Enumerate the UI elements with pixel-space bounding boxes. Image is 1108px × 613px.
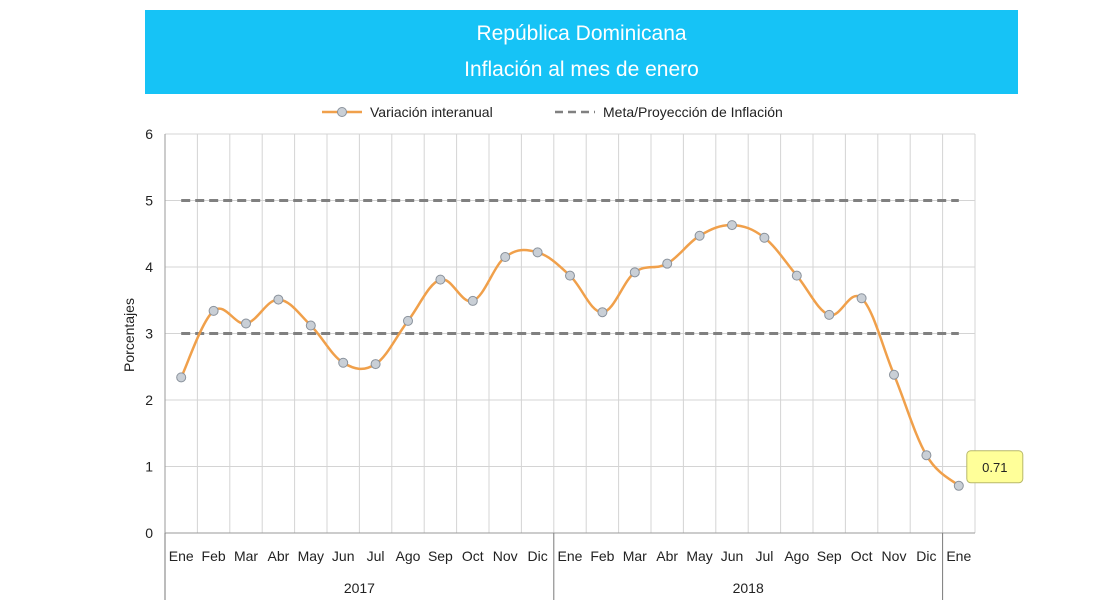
data-point [241, 318, 251, 329]
axes: 0 1 2 3 4 5 6 Ene Feb Mar Abr May Jun Jul Ago Sep Oct Nov… [145, 126, 975, 600]
legend-series-label: Variación interanual [370, 104, 493, 120]
x-tick-label: Jun [332, 548, 355, 564]
data-point [824, 309, 835, 320]
data-point [176, 372, 187, 383]
x-tick-label: Mar [234, 548, 258, 564]
legend-series-marker [337, 107, 347, 117]
data-point [467, 295, 478, 306]
data-point [662, 258, 673, 269]
x-tick-label: Nov [493, 548, 518, 564]
title-banner: República Dominicana Inflación al mes de… [145, 10, 1018, 94]
x-tick-label: Jul [755, 548, 773, 564]
x-tick-label: Dic [527, 548, 547, 564]
x-tick-label: Ago [784, 548, 809, 564]
y-tick-label: 6 [145, 126, 153, 142]
x-tick-label: Nov [882, 548, 907, 564]
x-tick-label: Sep [428, 548, 453, 564]
data-point [273, 294, 284, 305]
data-point [435, 274, 446, 285]
title-subtitle: Inflación al mes de enero [464, 58, 699, 81]
x-tick-label: Feb [590, 548, 614, 564]
x-tick-label: Ene [946, 548, 971, 564]
data-point [629, 267, 640, 278]
data-point [532, 247, 543, 258]
data-point [953, 480, 964, 491]
x-tick-label: Oct [851, 548, 873, 564]
title-country: República Dominicana [476, 22, 687, 45]
y-tick-label: 1 [145, 459, 153, 475]
x-tick-label: Jul [367, 548, 385, 564]
y-tick-label: 0 [145, 525, 153, 541]
x-year-label: 2018 [733, 580, 764, 596]
data-point [759, 232, 770, 243]
x-tick-label: Feb [202, 548, 226, 564]
data-point [694, 230, 705, 241]
x-tick-label: Abr [656, 548, 678, 564]
x-tick-label: Oct [462, 548, 484, 564]
x-tick-label: Mar [623, 548, 647, 564]
data-point [500, 252, 511, 263]
x-year-label: 2017 [344, 580, 375, 596]
legend-target-label: Meta/Proyección de Inflación [603, 104, 783, 120]
x-tick-label: Abr [268, 548, 290, 564]
value-callout: 0.71 [966, 450, 1024, 484]
y-tick-label: 2 [145, 392, 153, 408]
y-axis-title: Porcentajes [121, 298, 137, 372]
x-tick-label: Ago [396, 548, 421, 564]
data-point [305, 320, 316, 331]
data-point [208, 305, 219, 316]
data-point [597, 307, 608, 318]
data-point [338, 357, 349, 368]
x-tick-label: Jun [721, 548, 744, 564]
data-point [889, 369, 899, 380]
legend: Variación interanual Meta/Proyección de … [322, 104, 783, 120]
data-point [403, 315, 413, 326]
reference-lines [181, 199, 959, 335]
x-tick-label: Ene [558, 548, 583, 564]
y-tick-label: 3 [145, 326, 153, 342]
x-tick-label: May [686, 548, 712, 564]
series-line [180, 223, 960, 487]
callout-label: 0.71 [982, 460, 1007, 475]
data-point [856, 293, 867, 304]
callout-box [966, 450, 1024, 484]
x-tick-label: Ene [169, 548, 194, 564]
data-point [791, 270, 802, 281]
x-tick-label: Dic [916, 548, 936, 564]
x-tick-label: Sep [817, 548, 842, 564]
data-point [565, 270, 575, 281]
x-tick-label: May [298, 548, 324, 564]
data-point [921, 450, 932, 461]
series-layer [176, 220, 964, 491]
data-point [727, 220, 737, 231]
y-tick-label: 5 [145, 193, 153, 209]
data-point [370, 359, 381, 370]
y-tick-label: 4 [145, 259, 153, 275]
